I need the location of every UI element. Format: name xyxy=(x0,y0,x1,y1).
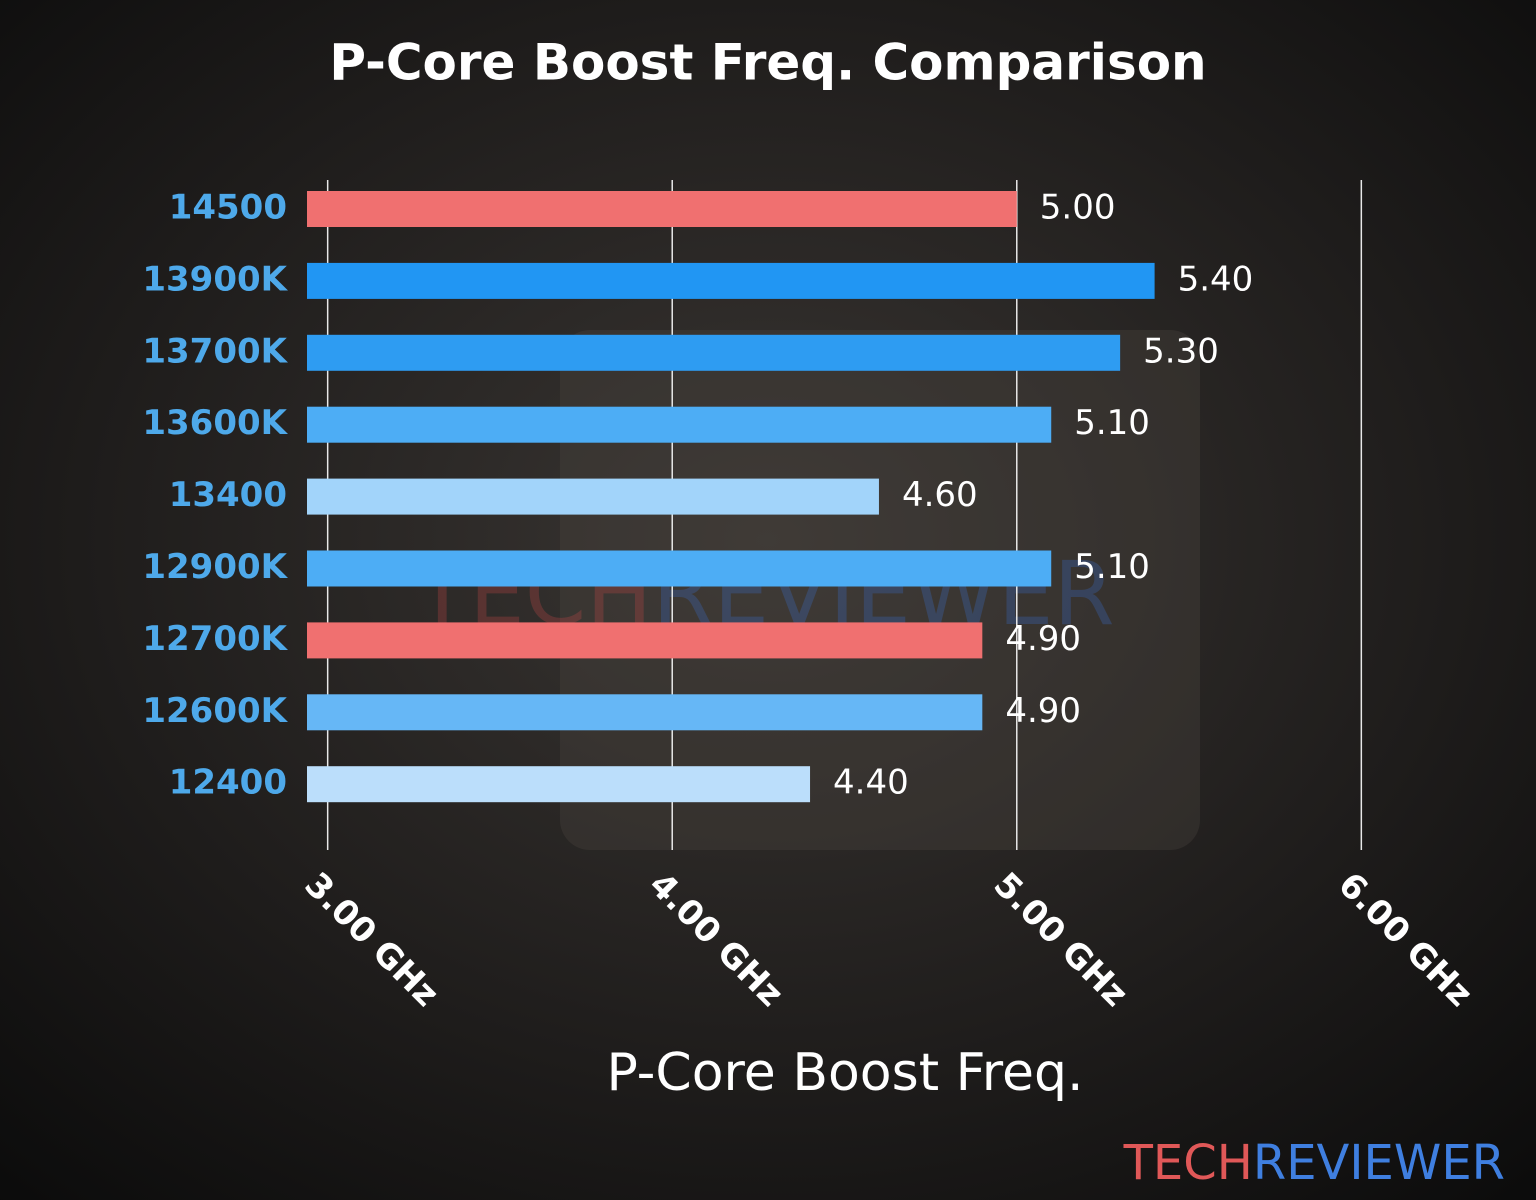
y-tick-label: 13700K xyxy=(142,331,288,371)
y-tick-label: 12400 xyxy=(169,763,287,803)
value-label: 5.10 xyxy=(1074,547,1150,587)
bar xyxy=(307,191,1017,227)
chart-title: P-Core Boost Freq. Comparison xyxy=(329,34,1206,92)
y-tick-label: 14500 xyxy=(169,188,287,228)
y-tick-label: 12600K xyxy=(142,691,288,731)
watermark: TECHREVIEWER xyxy=(1123,1135,1505,1191)
value-label: 5.00 xyxy=(1040,188,1116,228)
bar xyxy=(307,262,1155,299)
bar xyxy=(307,766,811,803)
value-label: 4.40 xyxy=(833,763,909,803)
y-tick-label: 13600K xyxy=(142,403,288,443)
value-label: 4.90 xyxy=(1005,691,1081,731)
x-axis-label: P-Core Boost Freq. xyxy=(606,1043,1083,1103)
bar xyxy=(307,622,983,659)
value-label: 4.60 xyxy=(902,475,978,515)
bar xyxy=(307,550,1052,587)
value-label: 4.90 xyxy=(1005,619,1081,659)
watermark-part: TECH xyxy=(1123,1135,1253,1191)
bar xyxy=(307,478,879,515)
y-tick-label: 13900K xyxy=(142,259,288,299)
bar xyxy=(307,334,1121,371)
value-label: 5.30 xyxy=(1143,331,1219,371)
y-tick-label: 13400 xyxy=(169,475,287,515)
bar xyxy=(307,694,983,731)
y-tick-label: 12700K xyxy=(142,619,288,659)
y-tick-label: 12900K xyxy=(142,547,288,587)
value-label: 5.10 xyxy=(1074,403,1150,443)
watermark-part: REVIEWER xyxy=(1253,1135,1505,1191)
value-label: 5.40 xyxy=(1178,259,1254,299)
bar xyxy=(307,406,1052,443)
